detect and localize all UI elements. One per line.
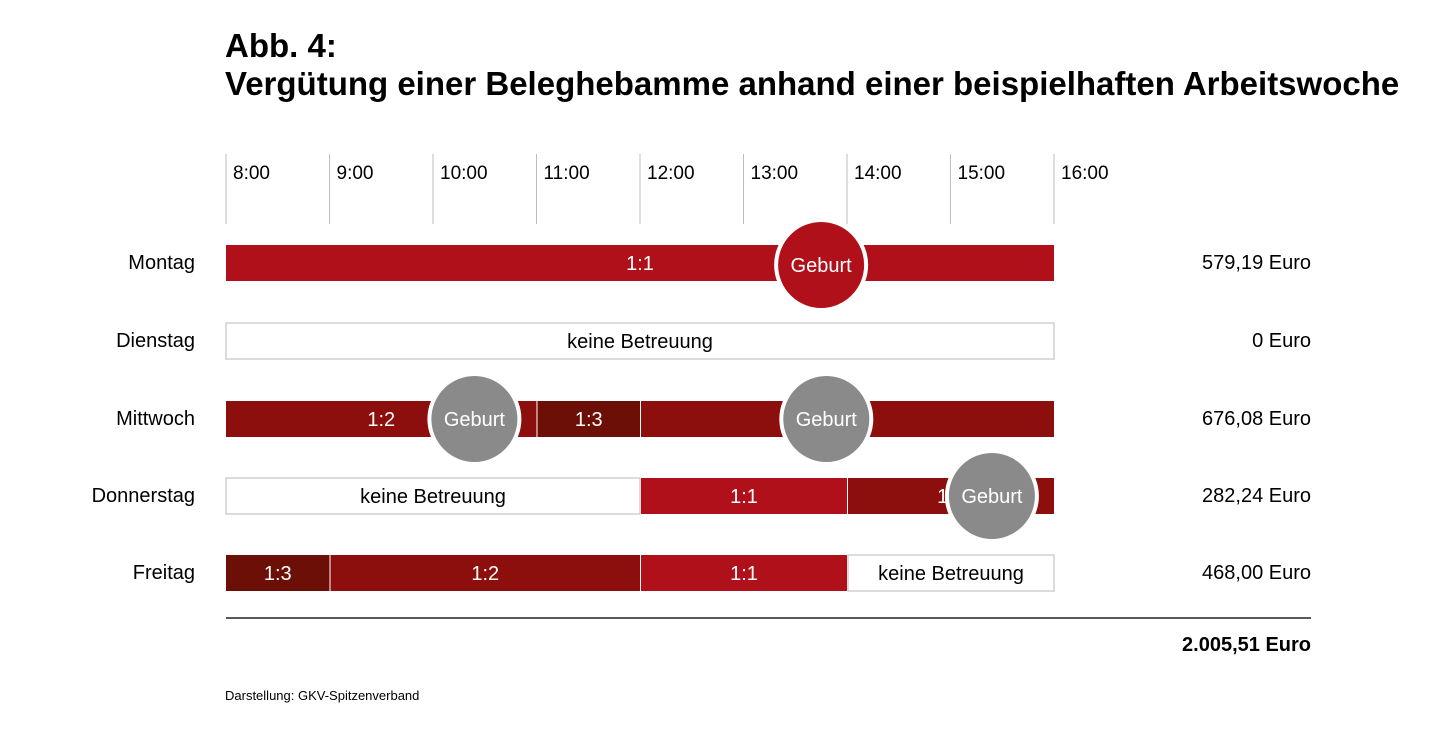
time-tick-label: 12:00 bbox=[647, 163, 695, 184]
time-tick-label: 9:00 bbox=[337, 163, 374, 184]
birth-label: Geburt bbox=[796, 409, 858, 431]
birth-marker bbox=[944, 449, 1039, 543]
time-tick-label: 13:00 bbox=[751, 163, 799, 184]
segment-bar-no-care bbox=[225, 322, 1055, 360]
day-label: Donnerstag bbox=[92, 485, 195, 507]
day-label: Montag bbox=[128, 252, 195, 274]
segment-bar bbox=[226, 245, 1054, 281]
birth-marker bbox=[779, 372, 874, 466]
segment-bar bbox=[641, 555, 847, 591]
birth-label: Geburt bbox=[444, 409, 506, 431]
segment-bar-no-care bbox=[847, 554, 1055, 592]
chart-title: Vergütung einer Beleghebamme anhand eine… bbox=[225, 65, 1400, 102]
day-label: Dienstag bbox=[116, 330, 195, 352]
segment-label: keine Betreuung bbox=[878, 563, 1024, 585]
day-label: Mittwoch bbox=[116, 408, 195, 430]
segment-label: 1:3 bbox=[264, 563, 292, 585]
time-tick-label: 14:00 bbox=[854, 163, 902, 184]
birth-label: Geburt bbox=[961, 486, 1023, 508]
day-amount: 468,00 Euro bbox=[1202, 562, 1311, 584]
total-amount: 2.005,51 Euro bbox=[1182, 634, 1311, 656]
segment-label: keine Betreuung bbox=[567, 331, 713, 353]
day-amount: 579,19 Euro bbox=[1202, 252, 1311, 274]
segment-bar bbox=[330, 555, 640, 591]
segment-bar bbox=[641, 478, 847, 514]
segment-label: 1:1 bbox=[626, 253, 654, 275]
birth-marker bbox=[427, 372, 522, 466]
segment-label: 1:3 bbox=[575, 409, 603, 431]
segment-bar-no-care bbox=[225, 477, 641, 515]
segment-label: 1:2 bbox=[367, 409, 395, 431]
segment-bar bbox=[537, 401, 640, 437]
segment-label: 1:1 bbox=[730, 486, 758, 508]
time-tick-label: 15:00 bbox=[958, 163, 1006, 184]
day-amount: 0 Euro bbox=[1252, 330, 1311, 352]
time-tick-label: 8:00 bbox=[233, 163, 270, 184]
segment-label: 1:2 bbox=[471, 563, 499, 585]
source-note: Darstellung: GKV-Spitzenverband bbox=[225, 688, 420, 703]
time-tick-label: 10:00 bbox=[440, 163, 488, 184]
figure-number: Abb. 4: bbox=[225, 27, 337, 64]
time-tick-label: 11:00 bbox=[544, 163, 590, 184]
day-amount: 282,24 Euro bbox=[1202, 485, 1311, 507]
time-tick-label: 16:00 bbox=[1061, 163, 1109, 184]
birth-marker bbox=[774, 218, 869, 312]
segment-label: keine Betreuung bbox=[360, 486, 506, 508]
segment-label: 1:1 bbox=[730, 563, 758, 585]
day-label: Freitag bbox=[133, 562, 195, 584]
day-amount: 676,08 Euro bbox=[1202, 408, 1311, 430]
segment-bar bbox=[226, 555, 330, 591]
birth-label: Geburt bbox=[791, 255, 853, 277]
